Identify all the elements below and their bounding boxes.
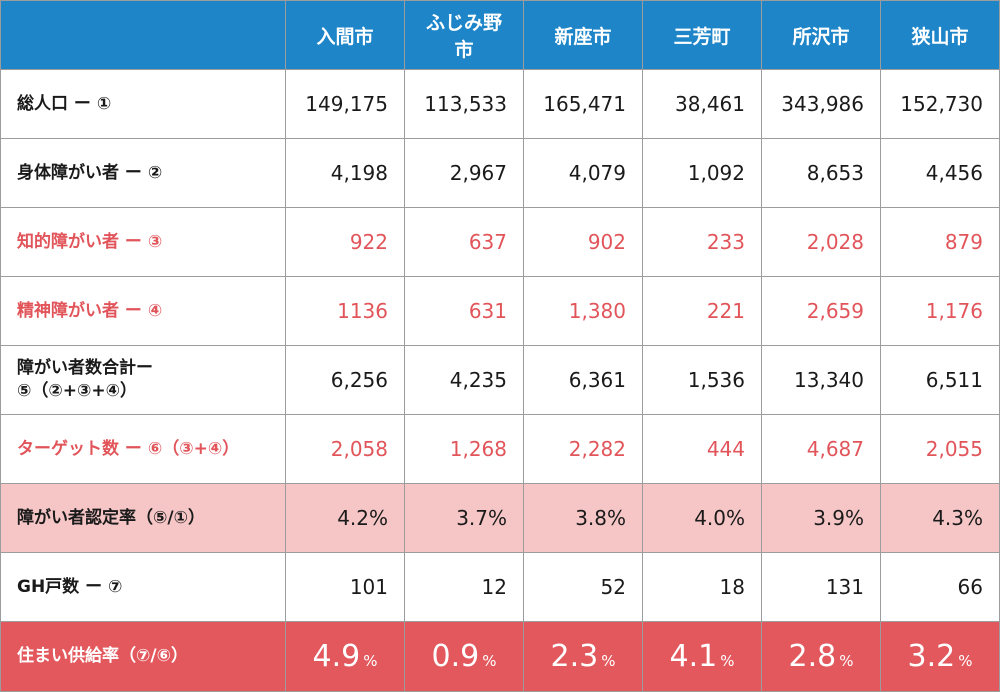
supply-rate-value: 2.3 <box>550 639 599 674</box>
physical-disability-row: 身体障がい者 ー ② 4,198 2,967 4,079 1,092 8,653… <box>0 138 1000 208</box>
header-row: 入間市 ふじみ野市 新座市 三芳町 所沢市 狭山市 <box>0 0 1000 70</box>
table-cell: 902 <box>523 207 643 277</box>
table-cell: 922 <box>285 207 405 277</box>
table-cell: 1,176 <box>880 276 1000 346</box>
table-cell: 52 <box>523 552 643 622</box>
table-cell: 152,730 <box>880 69 1000 139</box>
header-cell: ふじみ野市 <box>404 0 524 70</box>
percent-unit: % <box>363 652 378 670</box>
row-label: ターゲット数 ー ⑥（③+④） <box>0 414 286 484</box>
table-cell: 4.3% <box>880 483 1000 553</box>
table-cell: 1,380 <box>523 276 643 346</box>
table-cell: 13,340 <box>761 345 881 415</box>
table-cell: 1,536 <box>642 345 762 415</box>
row-label: 知的障がい者 ー ③ <box>0 207 286 277</box>
table-cell: 343,986 <box>761 69 881 139</box>
table-cell: 2,659 <box>761 276 881 346</box>
supply-rate-cell: 2.3% <box>523 621 643 692</box>
percent-unit: % <box>601 652 616 670</box>
table-cell: 1136 <box>285 276 405 346</box>
table-cell: 3.9% <box>761 483 881 553</box>
supply-rate-cell: 4.1% <box>642 621 762 692</box>
table-cell: 4,687 <box>761 414 881 484</box>
row-label: 障がい者認定率（⑤/①） <box>0 483 286 553</box>
table-cell: 165,471 <box>523 69 643 139</box>
total-population-row: 総人口 ー ① 149,175 113,533 165,471 38,461 3… <box>0 69 1000 139</box>
table-cell: 6,511 <box>880 345 1000 415</box>
table-cell: 6,361 <box>523 345 643 415</box>
row-label: 障がい者数合計ー ⑤（②+③+④） <box>0 345 286 415</box>
table-cell: 631 <box>404 276 524 346</box>
percent-unit: % <box>720 652 735 670</box>
mental-disability-row: 精神障がい者 ー ④ 1136 631 1,380 221 2,659 1,17… <box>0 276 1000 346</box>
certification-rate-row: 障がい者認定率（⑤/①） 4.2% 3.7% 3.8% 4.0% 3.9% 4.… <box>0 483 1000 553</box>
header-cell: 新座市 <box>523 0 643 70</box>
table-cell: 18 <box>642 552 762 622</box>
target-count-row: ターゲット数 ー ⑥（③+④） 2,058 1,268 2,282 444 4,… <box>0 414 1000 484</box>
table-cell: 444 <box>642 414 762 484</box>
table-cell: 8,653 <box>761 138 881 208</box>
table-cell: 2,058 <box>285 414 405 484</box>
table-cell: 113,533 <box>404 69 524 139</box>
supply-rate-cell: 2.8% <box>761 621 881 692</box>
row-label: 住まい供給率（⑦/⑥） <box>0 621 286 692</box>
percent-unit: % <box>958 652 973 670</box>
table-cell: 1,092 <box>642 138 762 208</box>
supply-rate-cell: 3.2% <box>880 621 1000 692</box>
header-cell: 所沢市 <box>761 0 881 70</box>
supply-rate-value: 4.1 <box>669 639 718 674</box>
table-cell: 6,256 <box>285 345 405 415</box>
table-cell: 4.2% <box>285 483 405 553</box>
percent-unit: % <box>839 652 854 670</box>
intellectual-disability-row: 知的障がい者 ー ③ 922 637 902 233 2,028 879 <box>0 207 1000 277</box>
row-label: GH戸数 ー ⑦ <box>0 552 286 622</box>
table-cell: 2,967 <box>404 138 524 208</box>
supply-rate-value: 0.9 <box>431 639 480 674</box>
disability-total-row: 障がい者数合計ー ⑤（②+③+④） 6,256 4,235 6,361 1,53… <box>0 345 1000 415</box>
housing-supply-rate-row: 住まい供給率（⑦/⑥） 4.9% 0.9% 2.3% 4.1% 2.8% 3.2… <box>0 621 1000 692</box>
table-cell: 3.7% <box>404 483 524 553</box>
table-cell: 879 <box>880 207 1000 277</box>
supply-rate-cell: 0.9% <box>404 621 524 692</box>
header-corner-cell <box>0 0 286 70</box>
table-cell: 637 <box>404 207 524 277</box>
supply-rate-value: 4.9 <box>312 639 361 674</box>
percent-unit: % <box>482 652 497 670</box>
table-cell: 1,268 <box>404 414 524 484</box>
table-cell: 233 <box>642 207 762 277</box>
table-cell: 4,198 <box>285 138 405 208</box>
table-cell: 149,175 <box>285 69 405 139</box>
table-cell: 3.8% <box>523 483 643 553</box>
table-cell: 101 <box>285 552 405 622</box>
table-cell: 12 <box>404 552 524 622</box>
header-cell: 入間市 <box>285 0 405 70</box>
table-cell: 2,282 <box>523 414 643 484</box>
row-label: 身体障がい者 ー ② <box>0 138 286 208</box>
supply-rate-value: 3.2 <box>907 639 956 674</box>
table-cell: 131 <box>761 552 881 622</box>
supply-rate-cell: 4.9% <box>285 621 405 692</box>
table-cell: 38,461 <box>642 69 762 139</box>
gh-units-row: GH戸数 ー ⑦ 101 12 52 18 131 66 <box>0 552 1000 622</box>
row-label: 精神障がい者 ー ④ <box>0 276 286 346</box>
table-cell: 221 <box>642 276 762 346</box>
table-cell: 4,079 <box>523 138 643 208</box>
table-cell: 2,028 <box>761 207 881 277</box>
table-cell: 4,235 <box>404 345 524 415</box>
table-cell: 4.0% <box>642 483 762 553</box>
header-cell: 狭山市 <box>880 0 1000 70</box>
header-cell: 三芳町 <box>642 0 762 70</box>
table-cell: 2,055 <box>880 414 1000 484</box>
table-cell: 66 <box>880 552 1000 622</box>
row-label: 総人口 ー ① <box>0 69 286 139</box>
table-cell: 4,456 <box>880 138 1000 208</box>
supply-rate-value: 2.8 <box>788 639 837 674</box>
